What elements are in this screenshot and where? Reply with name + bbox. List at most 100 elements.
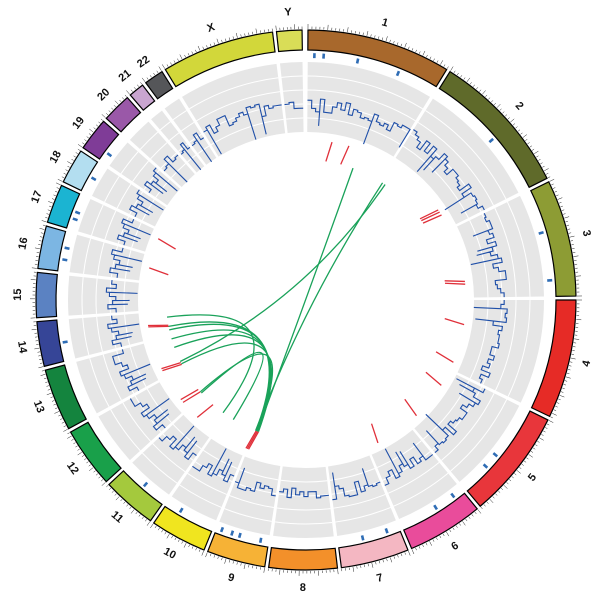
ideogram-tick	[415, 49, 417, 53]
ideogram-tick	[492, 496, 495, 499]
ideogram-tick	[527, 142, 530, 145]
ideogram-tick	[81, 455, 85, 457]
ideogram-tick	[275, 25, 277, 31]
ideogram-tick	[560, 205, 563, 208]
ideogram-tick	[184, 54, 186, 58]
track-segment-13	[76, 343, 159, 414]
ideogram-tick	[54, 190, 58, 193]
ideogram-tick	[364, 564, 366, 568]
ideogram-tick	[540, 162, 543, 165]
ideogram-tick	[496, 103, 501, 108]
ideogram-tick	[476, 87, 479, 90]
ideogram-tick	[181, 541, 184, 544]
track-segment-22	[164, 98, 217, 165]
ideogram-tick	[549, 178, 555, 182]
ideogram-tick	[362, 32, 364, 36]
ideogram-tick	[552, 413, 557, 416]
ideogram-tick	[114, 493, 117, 496]
red-mark	[325, 141, 333, 162]
track-gridline	[469, 220, 489, 298]
ideogram-tick	[439, 535, 442, 539]
cnv-line-21	[179, 141, 202, 171]
ideogram-tick	[469, 82, 472, 85]
ideogram-tick	[440, 60, 444, 65]
ideogram-tick	[82, 142, 85, 145]
chromosome-2-band	[438, 70, 548, 189]
ideogram-tick	[411, 549, 415, 555]
ideogram-tick	[422, 50, 426, 56]
ideogram-tick	[232, 36, 234, 39]
cnv-line-4	[473, 299, 508, 384]
ideogram-tick	[529, 145, 533, 148]
ideogram-tick	[547, 176, 551, 179]
dot-mark	[450, 492, 456, 499]
ideogram-tick	[217, 556, 219, 559]
track-gridline	[117, 216, 129, 244]
ideogram-tick	[58, 414, 61, 417]
ideogram-tick	[126, 504, 129, 507]
ideogram-tick	[77, 451, 82, 456]
ideogram-tick	[530, 450, 534, 453]
ideogram-tick	[49, 205, 52, 208]
chromosome-label-13: 13	[31, 399, 47, 415]
link-arc	[254, 182, 384, 431]
ideogram-tick	[352, 566, 355, 572]
ideogram-tick	[493, 102, 497, 106]
track-gridline	[276, 507, 331, 511]
ideogram-tick	[77, 148, 81, 151]
ideogram-tick	[236, 562, 238, 565]
ideogram-tick	[48, 201, 53, 204]
ideogram-tick	[95, 124, 99, 127]
track-gridline	[469, 299, 489, 379]
ideogram-tick	[429, 541, 432, 546]
ideogram-tick	[535, 444, 538, 447]
cnv-line-5	[425, 378, 486, 454]
ideogram-tick	[45, 217, 48, 219]
track-segment-9	[219, 456, 281, 536]
ideogram-tick	[216, 38, 219, 44]
ideogram-tick	[337, 569, 339, 575]
ideogram-tick	[507, 117, 510, 120]
dot-mark	[142, 481, 149, 488]
chromosome-4-band	[530, 299, 577, 418]
ideogram-tick	[465, 518, 468, 522]
ideogram-tick	[489, 498, 494, 504]
cnv-line-X	[203, 103, 282, 155]
ideogram-tick	[40, 232, 44, 234]
track-gridline	[102, 354, 122, 401]
ideogram-tick	[472, 84, 475, 87]
chromosome-Y-band	[275, 29, 303, 53]
ideogram-tick	[381, 37, 384, 40]
track-gridline	[83, 238, 92, 274]
link-arc	[181, 342, 273, 432]
chromosome-12-band	[69, 421, 122, 483]
chromosome-22-band	[144, 70, 174, 100]
ideogram-tick	[41, 370, 45, 372]
track-gridline	[110, 246, 118, 278]
ideogram-tick	[100, 118, 104, 121]
track-segment-5	[414, 374, 520, 482]
track-gridline	[82, 317, 90, 356]
track-gridline	[116, 183, 132, 209]
ideogram-tick	[455, 525, 458, 528]
ideogram-tick	[42, 224, 46, 226]
ideogram-tick	[198, 549, 201, 552]
ideogram-tick	[450, 66, 454, 71]
link-arc	[179, 184, 386, 363]
ideogram-tick	[562, 387, 565, 390]
ideogram-tick	[41, 220, 47, 223]
ideogram-tick	[560, 391, 564, 393]
ideogram-tick	[385, 36, 388, 42]
ideogram-tick	[113, 105, 116, 108]
ideogram-tick	[263, 567, 265, 573]
cnv-line-16	[109, 247, 143, 278]
cnv-line-11	[158, 425, 198, 461]
ideogram-tick	[75, 445, 78, 448]
ideogram-tick	[521, 463, 524, 466]
ideogram-tick	[54, 407, 58, 410]
track-gridline	[124, 314, 131, 345]
ideogram-tick	[411, 48, 414, 51]
ideogram-tick	[173, 60, 176, 63]
cnv-line-Y	[284, 101, 304, 110]
ideogram-tick	[221, 557, 223, 561]
